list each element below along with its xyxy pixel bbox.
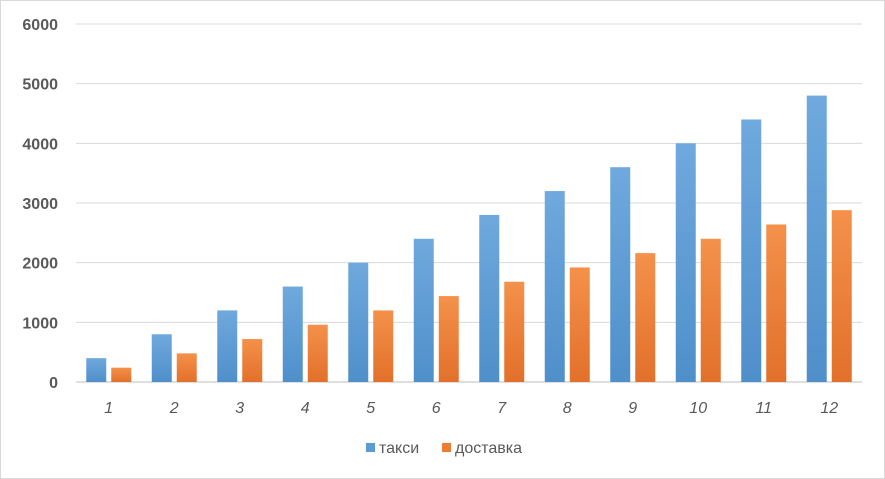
x-axis-ticks: 1 2 3 4 5 6 7 8 9 10 11 12 [104, 400, 838, 417]
bar-delivery-11 [766, 224, 787, 382]
legend-swatch [366, 443, 375, 452]
bar-taxi-7 [479, 214, 500, 382]
bar-delivery-10 [700, 238, 721, 382]
bar-taxi-5 [348, 262, 369, 382]
bar-taxi-8 [544, 191, 565, 382]
x-tick-label: 8 [563, 400, 572, 417]
legend: такси доставка [366, 440, 522, 457]
legend-label: доставка [455, 440, 522, 457]
bar-delivery-6 [438, 296, 459, 382]
bar-delivery-1 [111, 367, 132, 382]
bar-taxi-3 [217, 310, 238, 382]
bar-taxi-11 [741, 119, 762, 382]
bar-delivery-4 [307, 324, 328, 382]
bar-delivery-8 [569, 267, 590, 382]
bar-taxi-9 [610, 167, 631, 382]
x-tick-label: 7 [497, 400, 507, 417]
bar-delivery-9 [635, 253, 656, 382]
y-tick-label: 2000 [22, 256, 58, 273]
y-tick-label: 5000 [22, 77, 58, 94]
bar-taxi-1 [86, 358, 107, 382]
bar-taxi-6 [413, 238, 434, 382]
x-tick-label: 6 [432, 400, 441, 417]
y-tick-label: 0 [49, 375, 58, 392]
bar-taxi-2 [151, 334, 172, 382]
x-tick-label: 12 [820, 400, 838, 417]
legend-swatch [442, 443, 451, 452]
bar-taxi-10 [675, 143, 696, 382]
x-tick-label: 3 [235, 400, 244, 417]
x-tick-label: 9 [628, 400, 637, 417]
gridlines [76, 23, 862, 383]
y-tick-label: 1000 [22, 315, 58, 332]
x-tick-label: 10 [689, 400, 707, 417]
y-tick-label: 4000 [22, 136, 58, 153]
bar-delivery-3 [242, 339, 263, 382]
y-tick-label: 3000 [22, 196, 58, 213]
bar-taxi-12 [806, 95, 827, 382]
bar-delivery-12 [831, 210, 852, 382]
x-tick-label: 2 [169, 400, 179, 417]
x-tick-label: 11 [755, 400, 772, 417]
bar-delivery-5 [373, 310, 394, 382]
bar-delivery-2 [176, 353, 197, 382]
bars [86, 95, 852, 382]
bar-delivery-7 [504, 281, 525, 382]
x-tick-label: 5 [366, 400, 375, 417]
legend-label: такси [379, 440, 419, 457]
y-axis-ticks: 0 1000 2000 3000 4000 5000 6000 [22, 17, 58, 392]
y-tick-label: 6000 [22, 17, 58, 34]
bar-taxi-4 [282, 286, 303, 382]
x-tick-label: 1 [104, 400, 113, 417]
x-tick-label: 4 [301, 400, 310, 417]
